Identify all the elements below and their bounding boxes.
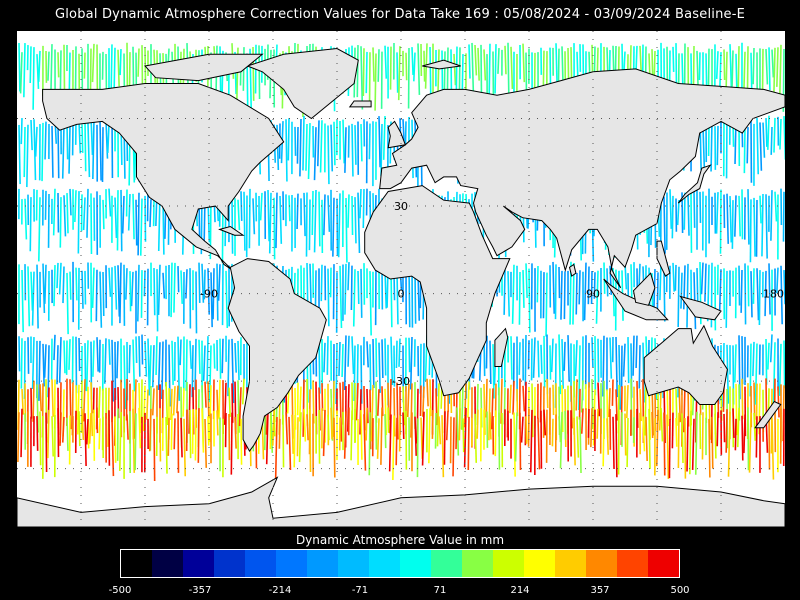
landmass-antarctica [17, 476, 785, 527]
landmass-iceland [348, 100, 372, 108]
landmass-africa [364, 185, 511, 397]
landmass-cuba [218, 225, 245, 236]
colorbar-swatch [307, 550, 338, 577]
colorbar-swatch [121, 550, 152, 577]
graticule-label: 90 [586, 288, 600, 301]
landmass-sri-lanka [568, 263, 577, 277]
colorbar-swatch [338, 550, 369, 577]
landmass-eurasia [379, 68, 785, 289]
landmass-japan [677, 164, 712, 204]
landmass-new-guinea [679, 295, 722, 321]
graticule-label: 30 [394, 200, 408, 213]
landmass-greenland [245, 47, 359, 120]
colorbar-tick-label: -357 [188, 585, 212, 596]
graticule-label: 0 [398, 288, 405, 301]
colorbar-tick-label: -71 [351, 585, 369, 596]
colorbar-swatch [493, 550, 524, 577]
colorbar-swatch [214, 550, 245, 577]
colorbar-swatch [586, 550, 617, 577]
landmass-philippines [656, 240, 671, 277]
colorbar-swatch [400, 550, 431, 577]
colorbar-swatch [152, 550, 183, 577]
land-layer [17, 47, 785, 527]
colorbar-swatch [431, 550, 462, 577]
colorbar-swatch [524, 550, 555, 577]
colorbar-swatch [555, 550, 586, 577]
colorbar-tick-label: 71 [433, 585, 447, 596]
landmass-british-isles [387, 120, 406, 149]
colorbar-swatch [462, 550, 493, 577]
world-map: -90 0 90 180 30 -30 [16, 30, 786, 528]
page-title: Global Dynamic Atmosphere Correction Val… [54, 7, 746, 22]
landmass-australia [643, 324, 728, 405]
colorbar-title: Dynamic Atmosphere Value in mm [295, 533, 505, 547]
graticule-label: -30 [392, 375, 410, 388]
landmass-arctic-islands [144, 53, 264, 82]
colorbar-tick-label: 500 [670, 585, 690, 596]
colorbar [120, 549, 680, 578]
colorbar-swatch [369, 550, 400, 577]
landmass-new-zealand [754, 400, 782, 429]
colorbar-swatch [648, 550, 679, 577]
graticule-label: 180 [763, 288, 784, 301]
colorbar-tick-label: 214 [510, 585, 530, 596]
colorbar-swatch [245, 550, 276, 577]
landmass-madagascar [494, 327, 509, 367]
colorbar-swatch [617, 550, 648, 577]
landmass-borneo [632, 272, 656, 306]
landmass-north-america [42, 83, 285, 271]
colorbar-swatch [183, 550, 214, 577]
graticule-label: -90 [200, 288, 218, 301]
colorbar-ticks: -500 -357 -214 -71 71 214 357 500 [109, 585, 690, 599]
landmass-south-america [227, 258, 327, 453]
graticule [17, 31, 785, 527]
colorbar-tick-label: -500 [108, 585, 132, 596]
colorbar-tick-label: -214 [268, 585, 292, 596]
graticule-labels: -90 0 90 180 30 -30 [200, 200, 784, 388]
landmass-svalbard [422, 59, 461, 70]
colorbar-swatch [276, 550, 307, 577]
colorbar-tick-label: 357 [590, 585, 610, 596]
